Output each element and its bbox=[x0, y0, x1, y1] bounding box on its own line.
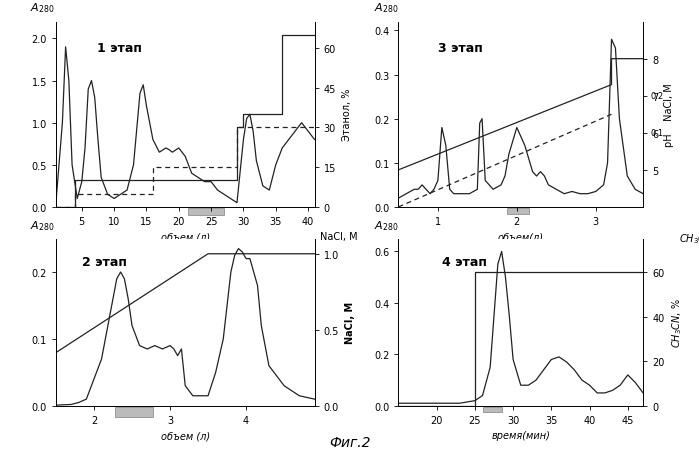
FancyBboxPatch shape bbox=[189, 208, 224, 216]
Text: 0.1: 0.1 bbox=[650, 129, 663, 138]
FancyBboxPatch shape bbox=[115, 407, 153, 417]
Text: $CH_3CN$, %: $CH_3CN$, % bbox=[679, 231, 699, 245]
Y-axis label: $CH_3CN$, %: $CH_3CN$, % bbox=[670, 298, 684, 347]
Text: 1 этап: 1 этап bbox=[97, 42, 142, 55]
Text: $A_{280}$: $A_{280}$ bbox=[30, 219, 55, 232]
Y-axis label: Этанол, %: Этанол, % bbox=[342, 89, 352, 141]
Text: 4 этап: 4 этап bbox=[442, 256, 487, 269]
FancyBboxPatch shape bbox=[507, 208, 529, 215]
Text: 0.2: 0.2 bbox=[650, 92, 663, 101]
X-axis label: объем (л): объем (л) bbox=[161, 232, 210, 242]
X-axis label: объем(л): объем(л) bbox=[498, 232, 544, 242]
Text: 2 этап: 2 этап bbox=[82, 256, 127, 269]
Text: $A_{280}$: $A_{280}$ bbox=[374, 219, 398, 232]
X-axis label: время(мин): время(мин) bbox=[491, 430, 550, 441]
Y-axis label: NaCl, M: NaCl, M bbox=[345, 301, 354, 344]
Y-axis label: pH    NaCl, M: pH NaCl, M bbox=[664, 83, 674, 147]
Text: Фиг.2: Фиг.2 bbox=[329, 436, 370, 450]
X-axis label: объем (л): объем (л) bbox=[161, 430, 210, 441]
Text: NaCl, M: NaCl, M bbox=[319, 231, 357, 241]
Text: $A_{280}$: $A_{280}$ bbox=[374, 1, 398, 15]
FancyBboxPatch shape bbox=[482, 407, 502, 412]
Text: 3 этап: 3 этап bbox=[438, 42, 482, 55]
Text: $A_{280}$: $A_{280}$ bbox=[30, 1, 55, 15]
